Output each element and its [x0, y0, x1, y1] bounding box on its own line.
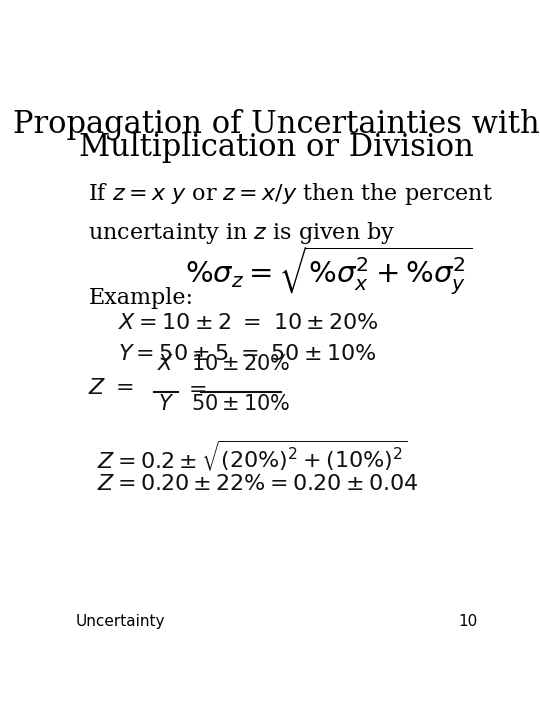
Text: $Y = 50 \pm 5\ =\ 50 \pm 10\%$: $Y = 50 \pm 5\ =\ 50 \pm 10\%$ [118, 343, 376, 364]
Text: Uncertainty: Uncertainty [76, 613, 165, 629]
Text: If $z = x\ y$ or $z = x/y$ then the percent
uncertainty in $z$ is given by: If $z = x\ y$ or $z = x/y$ then the perc… [89, 181, 493, 246]
Text: Example:: Example: [89, 287, 193, 309]
Text: 10: 10 [458, 613, 478, 629]
Text: $Z = 0.2 \pm \sqrt{(20\%)^2 + (10\%)^2}$: $Z = 0.2 \pm \sqrt{(20\%)^2 + (10\%)^2}$ [97, 438, 408, 472]
Text: $Z = 0.20 \pm 22\% = 0.20 \pm 0.04$: $Z = 0.20 \pm 22\% = 0.20 \pm 0.04$ [97, 474, 418, 495]
Text: Propagation of Uncertainties with: Propagation of Uncertainties with [14, 109, 540, 140]
Text: $X = 10 \pm 2\ =\ 10 \pm 20\%$: $X = 10 \pm 2\ =\ 10 \pm 20\%$ [118, 312, 379, 333]
Text: $50 \pm 10\%$: $50 \pm 10\%$ [192, 394, 291, 414]
Text: $=$: $=$ [184, 378, 206, 398]
Text: Multiplication or Division: Multiplication or Division [79, 132, 474, 163]
Text: $Z\ =\ $: $Z\ =\ $ [89, 378, 134, 398]
Text: $X$: $X$ [157, 354, 174, 374]
Text: $\%\sigma_z = \sqrt{\%\sigma_x^2 + \%\sigma_y^2}$: $\%\sigma_z = \sqrt{\%\sigma_x^2 + \%\si… [185, 244, 472, 297]
Text: $Y$: $Y$ [158, 394, 174, 414]
Text: $10 \pm 20\%$: $10 \pm 20\%$ [192, 354, 291, 374]
